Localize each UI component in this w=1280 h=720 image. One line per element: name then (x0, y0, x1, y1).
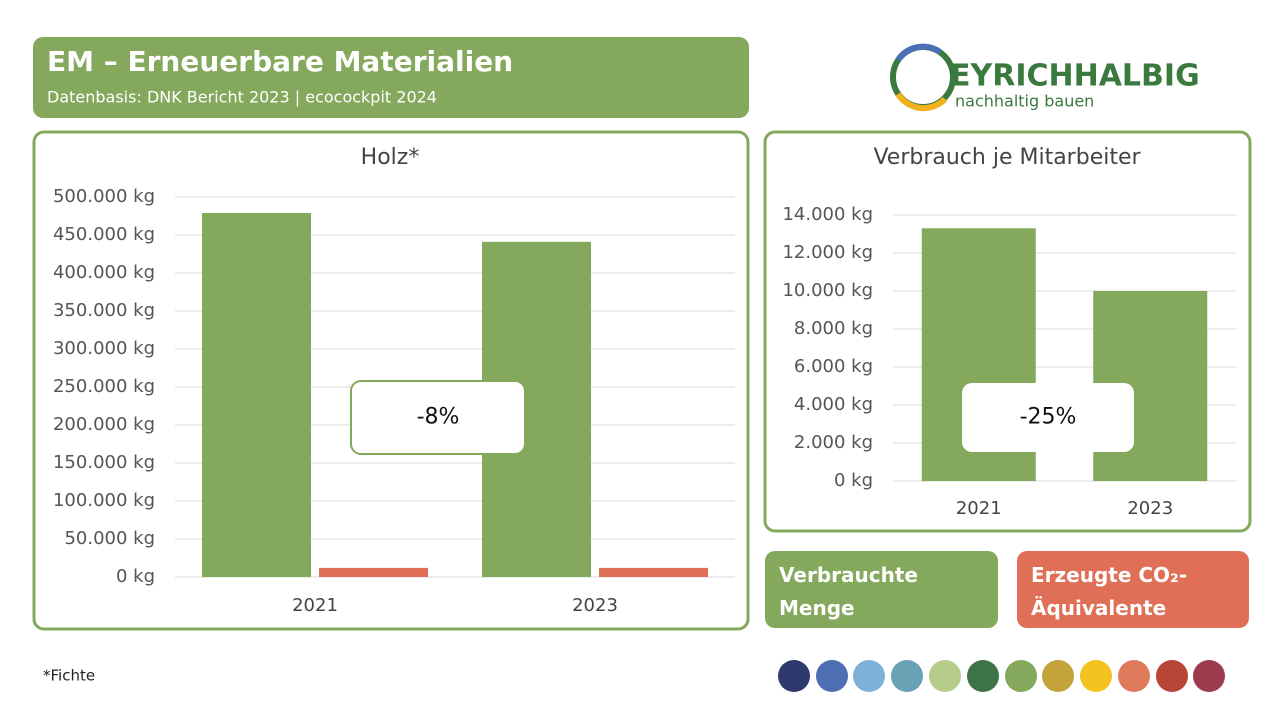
logo-name: EYRICHHALBIG (950, 59, 1200, 94)
annotation: -8% (417, 405, 460, 430)
annotation-box (350, 380, 526, 455)
footnote: *Fichte (43, 667, 95, 685)
bar (599, 567, 708, 577)
y-tick-label: 500.000 kg (53, 186, 155, 207)
y-tick-label: 350.000 kg (53, 300, 155, 321)
y-tick-label: 150.000 kg (53, 452, 155, 473)
swatch (853, 660, 885, 692)
swatch (1042, 660, 1074, 692)
annotation: -25% (1020, 405, 1077, 430)
x-tick-label: 2021 (956, 498, 1002, 519)
swatch (1156, 660, 1188, 692)
y-tick-label: 250.000 kg (53, 376, 155, 397)
y-tick-label: 300.000 kg (53, 338, 155, 359)
header-box (33, 37, 749, 118)
legend-box: Verbrauchte Menge (765, 551, 998, 628)
y-tick-label: 8.000 kg (794, 318, 873, 339)
y-tick-label: 0 kg (834, 470, 873, 491)
y-tick-label: 12.000 kg (782, 242, 873, 263)
logo: EYRICHHALBIG nachhaltig bauen (890, 43, 1200, 112)
legend-label: Erzeugte CO₂-Äquivalente (1031, 563, 1188, 620)
swatch (778, 660, 810, 692)
x-tick-label: 2021 (292, 595, 338, 616)
chart-title: Verbrauch je Mitarbeiter (873, 145, 1141, 170)
annotation-box (962, 383, 1134, 452)
y-tick-label: 10.000 kg (782, 280, 873, 301)
swatch (816, 660, 848, 692)
logo-arc (895, 43, 942, 62)
swatch (1193, 660, 1225, 692)
swatch (1005, 660, 1037, 692)
y-tick-label: 14.000 kg (782, 204, 873, 225)
swatch (929, 660, 961, 692)
y-tick-label: 0 kg (116, 566, 155, 587)
swatch (967, 660, 999, 692)
legend-label: Verbrauchte Menge (779, 563, 918, 620)
chart-title: Holz* (361, 145, 420, 170)
logo-tagline: nachhaltig bauen (955, 92, 1094, 111)
y-tick-label: 450.000 kg (53, 224, 155, 245)
legend-box: Erzeugte CO₂-Äquivalente (1017, 551, 1249, 628)
y-tick-label: 4.000 kg (794, 394, 873, 415)
y-tick-label: 200.000 kg (53, 414, 155, 435)
y-tick-label: 50.000 kg (64, 528, 155, 549)
x-tick-label: 2023 (572, 595, 618, 616)
swatch (891, 660, 923, 692)
color-swatches (778, 660, 1225, 692)
y-tick-label: 400.000 kg (53, 262, 155, 283)
header-title: EM – Erneuerbare Materialien (47, 45, 513, 78)
x-tick-label: 2023 (1127, 498, 1173, 519)
bar (319, 567, 428, 577)
header-subtitle: Datenbasis: DNK Bericht 2023 | ecocockpi… (47, 88, 437, 107)
bar (202, 212, 311, 577)
swatch (1118, 660, 1150, 692)
logo-arc (895, 92, 948, 112)
y-tick-label: 6.000 kg (794, 356, 873, 377)
swatch (1080, 660, 1112, 692)
y-tick-label: 100.000 kg (53, 490, 155, 511)
y-tick-label: 2.000 kg (794, 432, 873, 453)
